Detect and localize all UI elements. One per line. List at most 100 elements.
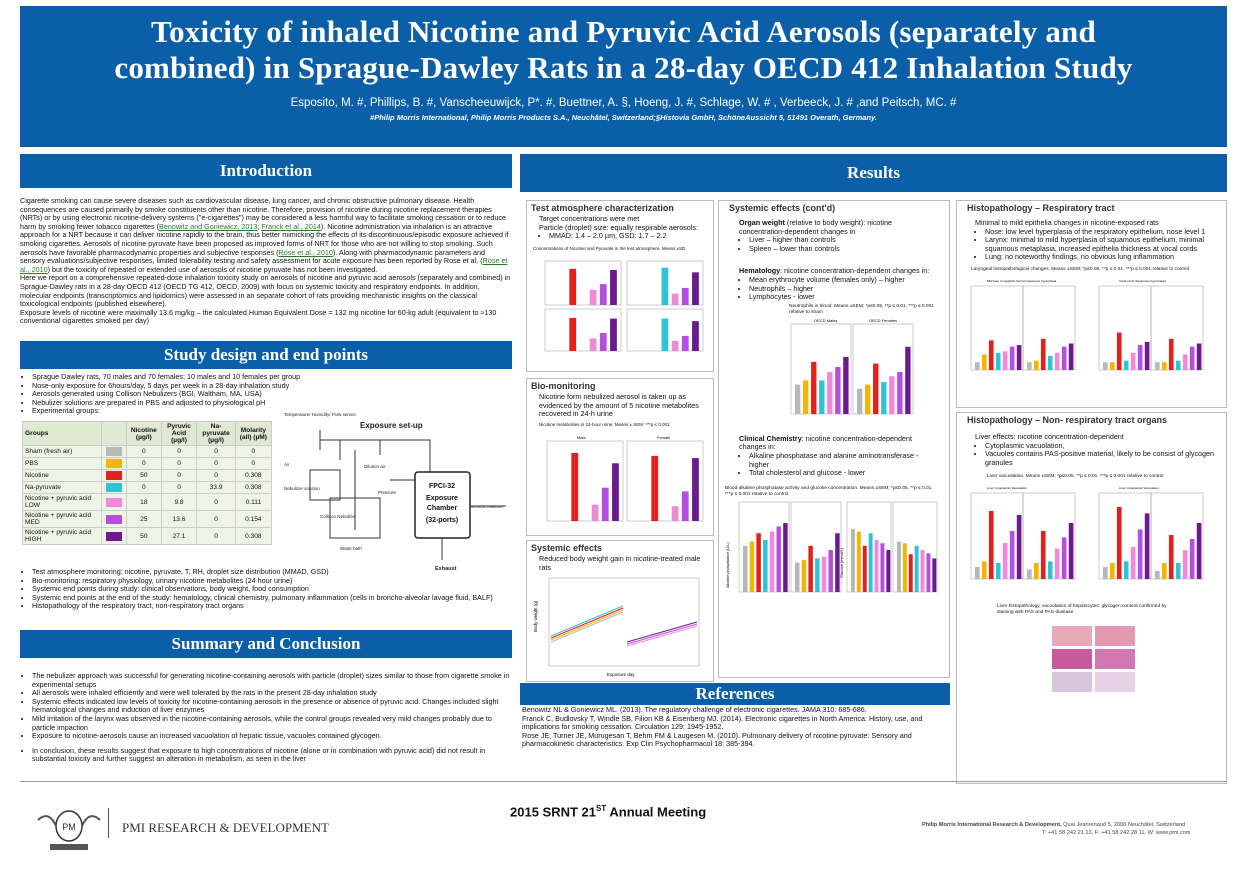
female-metabolites-frame bbox=[626, 440, 704, 521]
citation-link[interactable]: Rose et al., 2010 bbox=[278, 247, 333, 257]
table-cell: 0.308 bbox=[234, 481, 273, 494]
groups-table: Groups Nicotine (µg/l) Pyruvic Acid (µg/… bbox=[22, 421, 273, 545]
liver-1-female-bar bbox=[1027, 569, 1032, 580]
study-design-heading: Study design and end points bbox=[20, 341, 512, 369]
chamber-label: FPCI-32 bbox=[429, 483, 455, 490]
male-metabolites-bar bbox=[612, 462, 619, 521]
chamber-label: (32-ports) bbox=[426, 517, 458, 524]
citation-link[interactable]: Franck et al., 2014 bbox=[261, 221, 321, 231]
nicotine-panel-2-bar bbox=[589, 337, 597, 351]
table-cell: 0 bbox=[160, 457, 198, 470]
footer-address: Philip Morris International Research & D… bbox=[922, 822, 1185, 828]
larynx-2-male-bar bbox=[1130, 352, 1136, 370]
table-cell: Nicotine + pyruvic acid LOW bbox=[22, 493, 102, 511]
glucose-female-bar bbox=[920, 549, 925, 592]
list-item: All aerosols were inhaled efficiently an… bbox=[32, 689, 512, 698]
micrograph-image bbox=[1052, 672, 1092, 693]
summary-heading: Summary and Conclusion bbox=[20, 630, 512, 658]
table-cell: 25 bbox=[126, 510, 162, 528]
nicotine-panel-bar bbox=[589, 289, 597, 305]
liver-2-male-bar bbox=[1109, 563, 1115, 580]
test-atmosphere-panel: Test atmosphere characterization Target … bbox=[526, 200, 714, 372]
group-color-swatch bbox=[101, 493, 127, 511]
summary-text: The nebulizer approach was successful fo… bbox=[22, 671, 512, 764]
liver-vacuolation-chart: Liver Cytoplasmic Vacuolation Liver Cytop… bbox=[970, 486, 1204, 580]
liver-2-male-bar bbox=[1116, 507, 1122, 580]
liver-1-male-bar bbox=[988, 511, 994, 580]
bw-series-line bbox=[626, 621, 698, 643]
micrograph-image bbox=[1095, 649, 1135, 670]
setup-title: Exposure set-up bbox=[360, 421, 423, 430]
chart-caption: Nicotine metabolites in 24-hour urine. M… bbox=[539, 421, 670, 427]
nicotine-panel-2-frame bbox=[544, 308, 622, 351]
title-line-2: combined) in Sprague-Dawley Rats in a 28… bbox=[114, 50, 1133, 85]
column-header: Pyruvic Acid (µg/l) bbox=[160, 421, 198, 446]
liver-2-female-bar bbox=[1175, 563, 1181, 580]
table-cell: 0 bbox=[196, 445, 236, 458]
pyruvate-panel-2-bar bbox=[681, 335, 689, 351]
nicotine-panel-2-bar bbox=[610, 318, 617, 351]
alk-phos-female-bar bbox=[835, 532, 840, 592]
alk-phos-male-bar bbox=[749, 541, 755, 592]
panel-text: Minimal to mild epithelia changes in nic… bbox=[975, 218, 1159, 227]
larynx-2-male-frame bbox=[1098, 285, 1152, 371]
list-item: The nebulizer approach was successful fo… bbox=[32, 671, 512, 689]
list-item: Sprague Dawley rats, 70 males and 70 fem… bbox=[32, 372, 322, 382]
glucose-female-bar bbox=[902, 542, 907, 592]
pyruvate-panel-2-bar bbox=[692, 320, 699, 351]
setup-nebulizer-label: Collison Nebulizer bbox=[320, 514, 357, 519]
intro-p1d: ) but the toxicity of repeated or extend… bbox=[47, 264, 378, 274]
systemic-effects-contd-panel: Systemic effects (cont'd) Organ weight (… bbox=[718, 200, 950, 678]
alk-phos-female-bar bbox=[808, 545, 813, 592]
citation-link[interactable]: Benowitz and Goniewicz, 2013 bbox=[159, 221, 258, 231]
alk-phos-male-bar bbox=[776, 526, 781, 592]
y-axis-label: Alkaline phosphatase (U/L) bbox=[726, 541, 730, 587]
larynx-1-female-bar bbox=[1033, 360, 1039, 370]
liver-1-male-bar bbox=[975, 567, 980, 580]
table-cell: 33.9 bbox=[196, 481, 236, 494]
table-cell: 0.308 bbox=[234, 527, 273, 545]
table-cell: Nicotine + pyruvic acid HIGH bbox=[22, 527, 102, 545]
chart-title: Vocal cords Squamous hyperplasia bbox=[1119, 279, 1166, 283]
pyruvate-panel-bar bbox=[671, 293, 679, 305]
table-cell: 0 bbox=[234, 457, 273, 470]
references-heading: References bbox=[520, 683, 950, 705]
group-color-swatch bbox=[101, 510, 127, 528]
histopathology-nonrespiratory-panel: Histopathology – Non- respiratory tract … bbox=[956, 412, 1227, 784]
organization-name: PMI RESEARCH & DEVELOPMENT bbox=[122, 820, 329, 835]
liver-1-female-bar bbox=[1054, 548, 1060, 580]
liver-2-female-bar bbox=[1196, 523, 1202, 580]
panel-text: Particle (droplet) size: equally respira… bbox=[539, 222, 698, 232]
table-row: Na-pyruvate 0 0 33.9 0.308 bbox=[22, 481, 273, 494]
liver-2-female-bar bbox=[1182, 550, 1188, 580]
glucose-male-bar bbox=[851, 528, 855, 592]
meeting-text: 2015 SRNT 21 bbox=[510, 804, 596, 820]
address-org: Philip Morris International Research & D… bbox=[922, 822, 1062, 828]
study-bullets-2: Test atmosphere monitoring: nicotine, py… bbox=[22, 567, 512, 611]
column-header: Nicotine (µg/l) bbox=[126, 421, 162, 446]
hematology-label: Hematology bbox=[739, 266, 781, 276]
alk-phos-female-bar bbox=[815, 558, 820, 592]
liver-1-male-bar bbox=[1016, 515, 1022, 580]
neutrophils-male-bar bbox=[819, 380, 825, 414]
larynx-1-female-bar bbox=[1040, 338, 1046, 370]
list-item: Liver – higher than controls bbox=[749, 236, 939, 245]
larynx-2-female-bar bbox=[1161, 361, 1167, 370]
group-color-swatch bbox=[101, 445, 127, 458]
intro-p1a: Cigarette smoking can cause severe disea… bbox=[20, 196, 506, 231]
nicotine-panel-2-bar bbox=[569, 317, 577, 351]
color-swatch bbox=[106, 514, 122, 524]
bio-monitoring-panel: Bio-monitoring Nicotine form nebulized a… bbox=[526, 378, 714, 536]
table-cell: Nicotine + pyruvic acid MED bbox=[22, 510, 102, 528]
liver-1-female-bar bbox=[1040, 531, 1046, 580]
liver-2-male-bar bbox=[1103, 567, 1108, 580]
pyruvate-panel-bar bbox=[661, 267, 669, 305]
color-swatch bbox=[106, 483, 122, 492]
logo-divider bbox=[108, 808, 109, 838]
table-cell: 0.154 bbox=[234, 510, 273, 528]
pyruvate-panel-bar bbox=[681, 287, 689, 305]
y-axis-label: Glucose (mmol/L) bbox=[840, 547, 844, 578]
citation-link[interactable]: Rose et al., 2010 bbox=[20, 256, 508, 274]
table-header-row: Groups Nicotine (µg/l) Pyruvic Acid (µg/… bbox=[22, 421, 273, 446]
larynx-2-female-frame bbox=[1150, 285, 1204, 371]
